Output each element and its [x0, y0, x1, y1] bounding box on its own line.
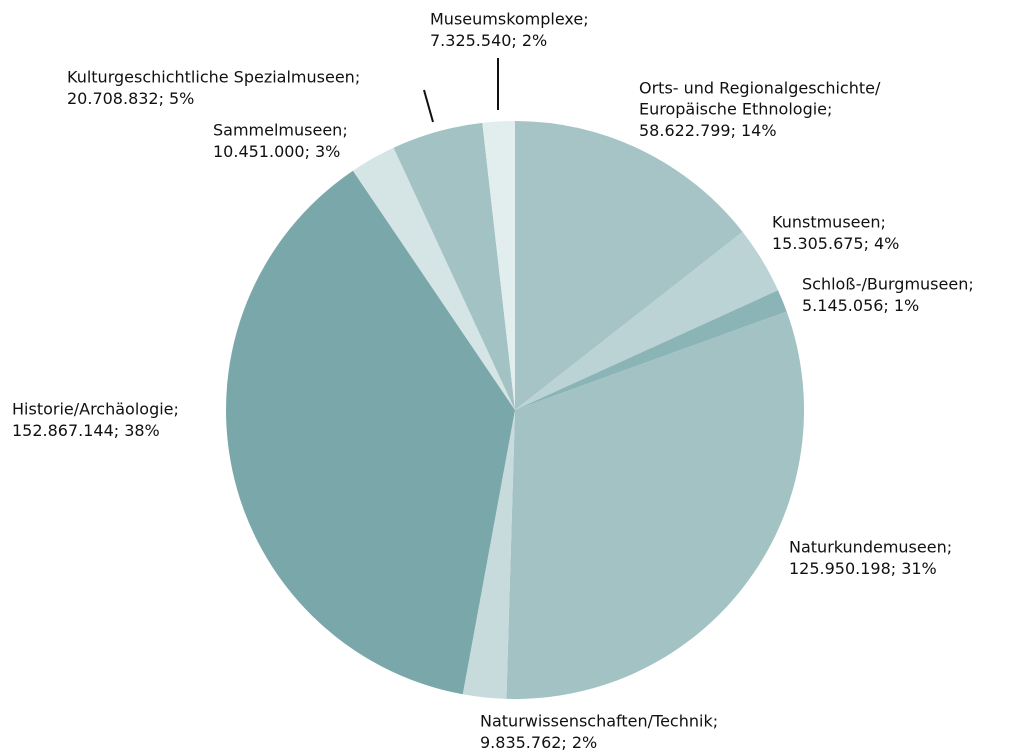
slice-label: Kunstmuseen;	[772, 213, 886, 232]
slice-label: Historie/Archäologie;	[12, 400, 179, 419]
percentage-label: 31%	[901, 559, 937, 578]
percentage-label: 4%	[874, 234, 899, 253]
pie-slice	[515, 231, 779, 410]
percentage-label: 38%	[124, 421, 160, 440]
value-label: 15.305.675;	[772, 234, 869, 253]
percentage-label: 5%	[169, 89, 194, 108]
value-label: 20.708.832;	[67, 89, 164, 108]
value-label: 7.325.540;	[430, 31, 517, 50]
slice-label: Museumskomplexe;	[430, 10, 589, 29]
slice-label: Europäische Ethnologie;	[639, 100, 832, 119]
slice-label: Sammelmuseen;	[213, 121, 348, 140]
slice-value-label: 9.835.762; 2%	[480, 733, 597, 752]
pie-slice	[515, 290, 787, 410]
value-label: 58.622.799;	[639, 121, 736, 140]
slice-label: Kulturgeschichtliche Spezialmuseen;	[67, 68, 360, 87]
pie-slice	[226, 170, 515, 695]
pie-slice	[393, 122, 515, 410]
percentage-label: 2%	[522, 31, 547, 50]
slice-value-label: 10.451.000; 3%	[213, 142, 340, 161]
percentage-label: 1%	[894, 296, 919, 315]
leader-line	[423, 89, 434, 123]
slice-label: Orts- und Regionalgeschichte/	[639, 79, 881, 98]
value-label: 5.145.056;	[802, 296, 889, 315]
pie-slice	[482, 121, 515, 410]
slice-value-label: 20.708.832; 5%	[67, 89, 194, 108]
pie-slice	[352, 147, 515, 410]
value-label: 9.835.762;	[480, 733, 567, 752]
slice-value-label: 152.867.144; 38%	[12, 421, 160, 440]
slice-value-label: 125.950.198; 31%	[789, 559, 937, 578]
slice-value-label: 7.325.540; 2%	[430, 31, 547, 50]
slice-label: Naturkundemuseen;	[789, 538, 952, 557]
percentage-label: 14%	[741, 121, 777, 140]
slice-label: Schloß-/Burgmuseen;	[802, 275, 974, 294]
slice-value-label: 58.622.799; 14%	[639, 121, 777, 140]
percentage-label: 2%	[572, 733, 597, 752]
percentage-label: 3%	[315, 142, 340, 161]
value-label: 125.950.198;	[789, 559, 896, 578]
value-label: 152.867.144;	[12, 421, 119, 440]
pie-slice	[506, 311, 804, 699]
slice-label: Naturwissenschaften/Technik;	[480, 712, 718, 731]
pie-slice	[462, 410, 515, 699]
slice-value-label: 5.145.056; 1%	[802, 296, 919, 315]
value-label: 10.451.000;	[213, 142, 310, 161]
pie-slice	[515, 121, 743, 410]
slice-value-label: 15.305.675; 4%	[772, 234, 899, 253]
